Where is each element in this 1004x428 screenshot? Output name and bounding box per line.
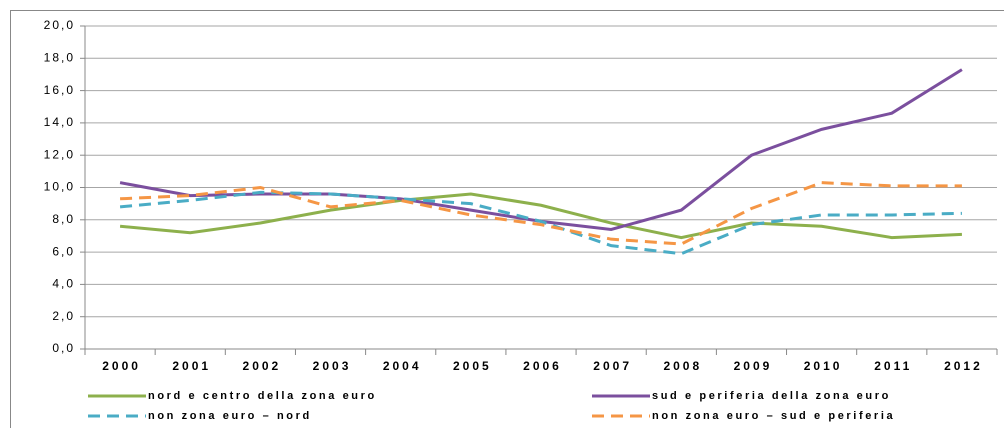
x-tick-label: 2011	[874, 359, 912, 373]
x-tick-label: 2002	[243, 359, 282, 373]
legend-label: non zona euro – nord	[148, 410, 312, 422]
chart-border	[10, 10, 1004, 428]
y-tick-label: 20,0	[44, 18, 75, 32]
y-tick-label: 16,0	[44, 83, 75, 97]
x-tick-label: 2001	[172, 359, 211, 373]
y-tick-label: 2,0	[52, 309, 75, 323]
legend-label: nord e centro della zona euro	[148, 390, 377, 402]
x-tick-label: 2000	[102, 359, 141, 373]
legend-label: non zona euro – sud e periferia	[652, 410, 895, 422]
x-tick-label: 2012	[944, 359, 983, 373]
y-tick-label: 0,0	[52, 341, 75, 355]
y-tick-label: 18,0	[44, 50, 75, 64]
y-tick-label: 10,0	[44, 180, 75, 194]
x-tick-label: 2010	[804, 359, 843, 373]
x-tick-label: 2009	[734, 359, 773, 373]
x-tick-label: 2004	[383, 359, 422, 373]
x-tick-label: 2007	[593, 359, 632, 373]
y-tick-label: 4,0	[52, 277, 75, 291]
x-tick-label: 2008	[663, 359, 702, 373]
y-tick-label: 8,0	[52, 212, 75, 226]
line-series	[119, 190, 962, 256]
x-tick-label: 2005	[453, 359, 492, 373]
line-series	[120, 181, 962, 246]
x-tick-label: 2003	[313, 359, 352, 373]
line-series	[119, 192, 962, 240]
y-tick-label: 14,0	[44, 115, 75, 129]
y-tick-label: 12,0	[44, 147, 75, 161]
y-tick-label: 6,0	[52, 244, 75, 258]
x-tick-label: 2006	[523, 359, 562, 373]
legend-label: sud e periferia della zona euro	[652, 390, 891, 402]
